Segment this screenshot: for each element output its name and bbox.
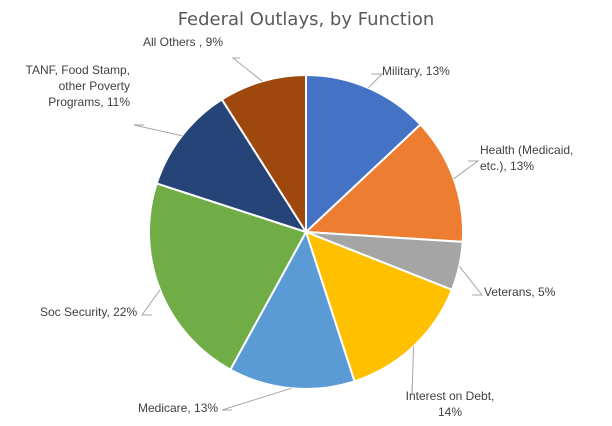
data-label-line: Interest on Debt, [406,389,495,403]
leader-line-medicare [221,387,292,411]
data-label-military: Military, 13% [382,64,450,78]
data-label-all-others: All Others , 9% [143,35,223,49]
data-label-line: Veterans, 5% [484,285,556,299]
leader-line-military [368,73,384,89]
data-label-line: etc.), 13% [480,159,534,173]
leader-lines-layer [133,57,484,411]
data-label-line: TANF, Food Stamp, [26,63,130,77]
leader-line-all-others [231,57,263,82]
data-label-line: Health (Medicaid, [480,143,573,157]
data-label-veterans: Veterans, 5% [484,285,556,299]
pie-slice-health-medicaid-etc [303,123,464,243]
data-label-line: Programs, 11% [48,95,130,109]
data-label-line: Medicare, 13% [138,401,218,415]
leader-line-health-medicaid-etc [453,160,480,180]
data-labels-layer: Military, 13% Health (Medicaid, etc.), 13%… [26,35,574,419]
pie-slice-military [305,73,422,235]
data-label-soc-security: Soc Security, 22% [40,305,137,319]
data-label-line: 14% [438,405,462,419]
data-label-health-medicaid-etc: Health (Medicaid, etc.), 13% [480,143,573,173]
data-label-tanf-food-stamp-other-poverty-programs: TANF, Food Stamp, other Poverty Programs, … [26,63,131,109]
data-label-line: All Others , 9% [143,35,223,49]
data-label-interest-on-debt: Interest on Debt, 14% [406,389,495,419]
pie-slice-all-others [220,73,307,236]
data-label-line: other Poverty [59,79,130,93]
leader-line-tanf-food-stamp-other-poverty-programs [133,124,183,137]
leader-line-veterans [458,265,484,296]
pie-slice-medicare [229,229,356,391]
slices-layer [148,73,464,391]
data-label-line: Military, 13% [382,64,450,78]
pie-slice-tanf-food-stamp-other-poverty-programs [155,98,309,234]
data-label-line: Soc Security, 22% [40,305,137,319]
chart-title: Federal Outlays, by Function [178,9,435,30]
pie-slice-soc-security [148,182,308,371]
data-label-medicare: Medicare, 13% [138,401,218,415]
leader-line-interest-on-debt [411,346,414,396]
leader-line-soc-security [141,289,161,316]
